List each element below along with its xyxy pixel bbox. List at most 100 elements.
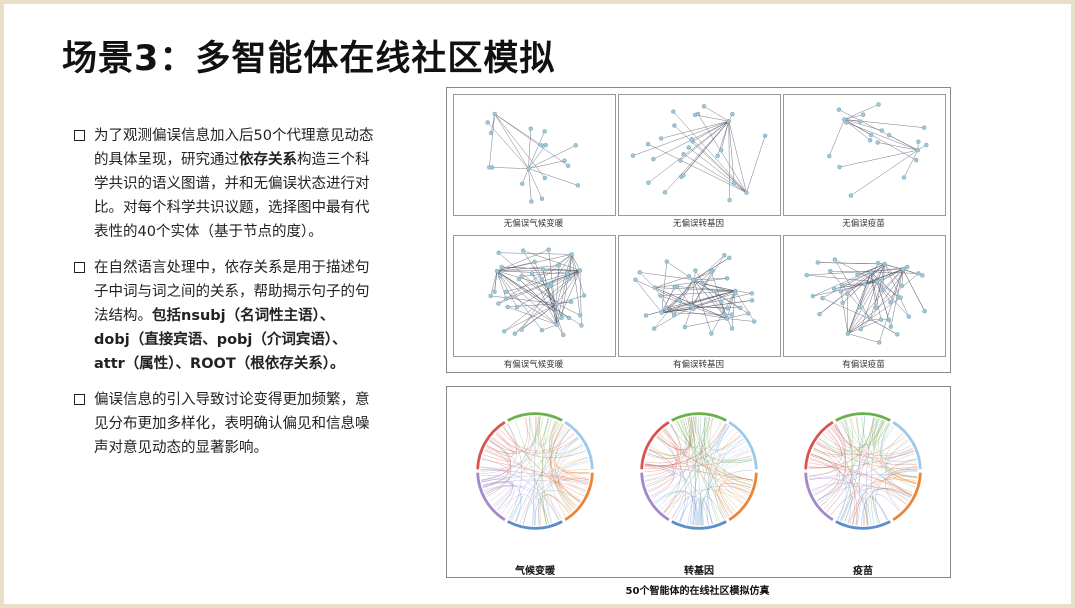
graph-node [532,259,537,265]
chord-link [709,418,747,500]
graph-node [845,291,850,296]
graph-edge [877,142,918,151]
graph-node [519,327,524,332]
chord-link [719,479,753,514]
chord-link [808,449,914,468]
chord-label-gmo: 转基因 [684,566,714,577]
chord-link [486,416,541,455]
graph-edge [882,263,885,290]
graph-node [663,305,668,311]
graph-edge [654,306,693,329]
chord-link [809,478,888,520]
graph-edge [680,121,729,161]
chord-arc [476,472,506,521]
chord-link [658,417,691,508]
graph-edge [844,119,882,131]
graph-node [645,141,651,147]
chord-link [702,447,749,526]
graph-node [519,274,524,279]
graph-edge [556,303,581,316]
graph-node [700,281,705,286]
graph-node [899,283,905,289]
chord-link [855,416,890,446]
graph-node [719,299,724,305]
chord-arc [564,421,594,470]
graph-edge [521,254,572,330]
graph-node [695,111,701,117]
graph-node [920,273,925,278]
square-bullet-icon [74,130,85,141]
graph-node [860,112,866,117]
graph-node [561,332,566,338]
graph-node [839,283,845,288]
graph-edge [684,306,693,328]
graph-node [686,274,692,279]
graph-edge [847,333,880,343]
graph-edge [571,254,585,296]
chord-arc [640,421,670,470]
chord-arc [728,472,758,521]
graph-node [831,286,837,291]
graph-node [915,147,921,153]
graph-node [858,119,863,124]
chord-link [685,418,697,526]
graph-edge [844,119,925,128]
graph-node [540,267,546,272]
chord-link [514,420,547,525]
chord-link [655,491,697,526]
graph-edge [661,270,713,313]
graph-edge [494,113,569,166]
graph-edge [661,261,667,313]
graph-node [868,132,874,138]
graph-edge [721,121,730,151]
chord-link [889,477,917,485]
chord-link [811,482,907,505]
graph-edge [903,150,918,178]
graph-edge [571,254,581,316]
chord-link [551,424,575,509]
graph-node [880,287,885,293]
chord-link [699,469,754,526]
graph-node [848,193,854,198]
graph-edge [556,254,572,304]
graph-node [633,277,638,282]
graph-node [503,289,509,295]
chord-link [693,416,739,509]
graph-node [543,142,548,148]
chord-diagram-panel: 气候变暖 转基因 疫苗 [446,386,951,578]
graph-edge [875,263,885,308]
graph-edge [665,307,727,319]
chord-arc [835,412,891,422]
chord-link [830,478,917,516]
graph-node [815,260,820,265]
graph-edge [870,271,919,274]
chord-link [809,458,838,496]
chord-link [549,424,566,517]
bullet-text-1b: 依存关系 [239,152,297,168]
graph-edge [870,266,908,273]
chord-link [817,485,910,502]
chord-link [885,439,909,502]
graph-node [494,268,500,274]
graph-edge [496,270,556,314]
graph-edge [840,291,849,334]
graph-node [637,270,642,275]
graph-edge [551,270,581,285]
graph-node [575,183,581,188]
chord-link [848,467,918,524]
graph-edge [647,143,747,193]
graph-unbiased-vaccine [783,94,946,216]
graph-edge [735,290,755,322]
bullet-list: 为了观测偏误信息加入后50个代理意见动态的具体呈现，研究通过依存关系构造三个科学… [74,124,374,472]
graph-edge [693,279,712,334]
graph-edge [693,279,728,319]
graph-edge [844,119,917,161]
graph-edge [528,131,545,169]
graph-node [858,326,863,332]
chord-link [481,423,517,482]
graph-edge [528,160,565,169]
chord-link [530,416,586,457]
chord-link [489,417,544,452]
graph-edge [678,279,694,301]
graph-edge [490,295,557,304]
